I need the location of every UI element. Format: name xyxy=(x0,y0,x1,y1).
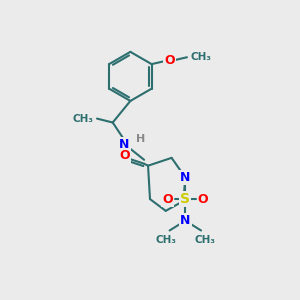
Text: CH₃: CH₃ xyxy=(191,52,212,62)
Text: S: S xyxy=(180,192,190,206)
Text: CH₃: CH₃ xyxy=(72,114,93,124)
Text: CH₃: CH₃ xyxy=(194,236,215,245)
Text: O: O xyxy=(119,149,130,162)
Text: O: O xyxy=(198,193,208,206)
Text: H: H xyxy=(136,134,146,144)
Text: N: N xyxy=(180,214,190,227)
Text: O: O xyxy=(164,54,175,67)
Text: N: N xyxy=(180,171,190,184)
Text: CH₃: CH₃ xyxy=(155,236,176,245)
Text: N: N xyxy=(119,138,130,151)
Text: O: O xyxy=(162,193,173,206)
